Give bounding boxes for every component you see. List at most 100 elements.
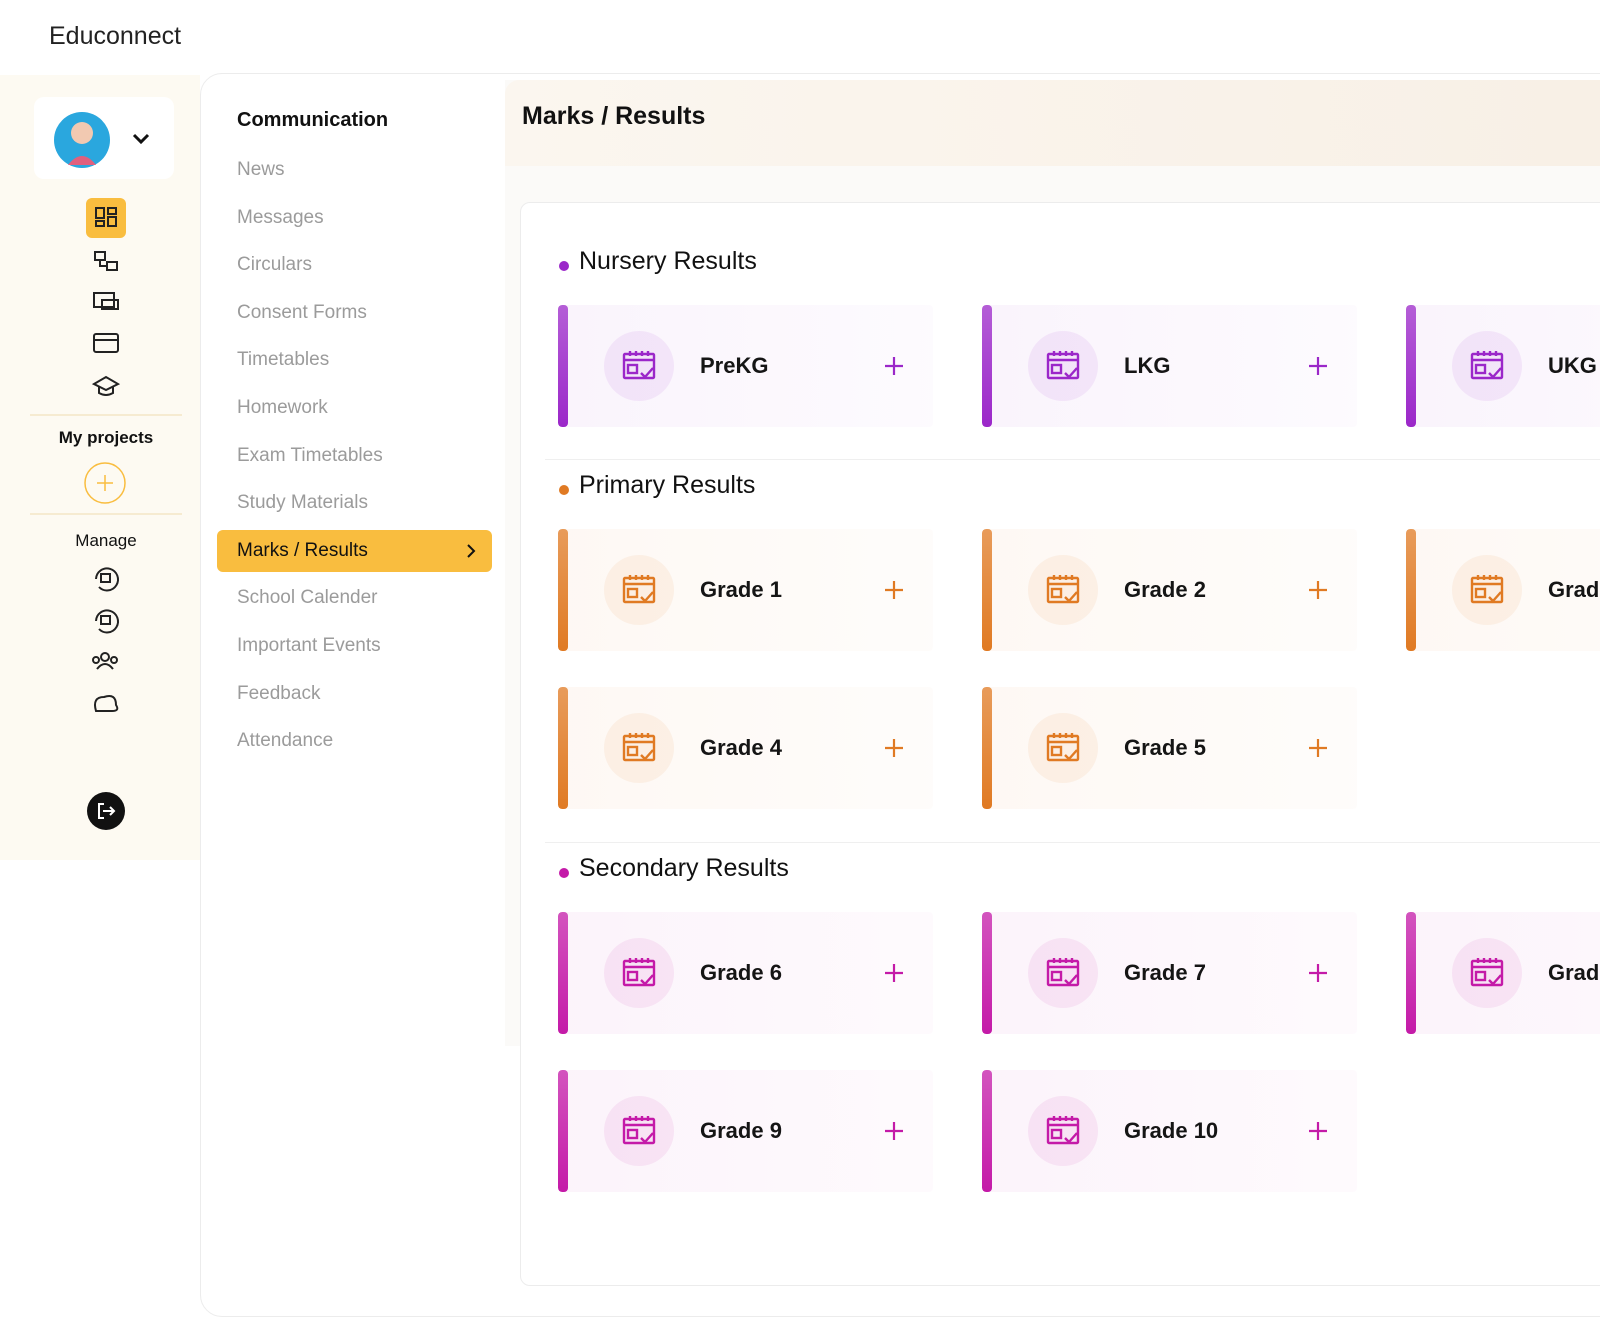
nav-item[interactable]: Circulars: [237, 254, 312, 276]
add-button[interactable]: [1308, 738, 1328, 758]
result-card[interactable]: Grade 5: [982, 687, 1357, 809]
card-accent: [1406, 912, 1416, 1034]
section-title: Nursery Results: [579, 247, 757, 275]
nav-item[interactable]: Attendance: [237, 730, 334, 752]
chevron: [467, 544, 476, 558]
nav-item[interactable]: Important Events: [237, 635, 381, 656]
result-card[interactable]: Grade 3: [1406, 529, 1600, 651]
card-label: Grade 7: [1124, 960, 1206, 985]
section-divider: [545, 459, 1600, 460]
avatar-face: [71, 122, 93, 144]
result-card[interactable]: Grade 1: [558, 529, 933, 651]
nav-item[interactable]: Exam Timetables: [237, 444, 383, 466]
content-card: Nursery Results PreKG LKG UKG Primary Result…: [520, 202, 1600, 1286]
nav-item-active[interactable]: [217, 530, 492, 572]
card-icon: [1452, 331, 1522, 401]
dashboard-icon[interactable]: [86, 198, 126, 238]
card-icon: [1028, 555, 1098, 625]
card-icon: [604, 938, 674, 1008]
nav-item[interactable]: School Calender: [237, 587, 378, 609]
card-accent: [982, 529, 992, 651]
sidebar-icons: [30, 97, 182, 830]
nav-item[interactable]: Timetables: [237, 349, 330, 371]
card-accent: [982, 1070, 992, 1192]
card-icon: [1028, 331, 1098, 401]
card-label: LKG: [1124, 353, 1171, 378]
card-label: Grade 5: [1124, 735, 1206, 760]
card-label: Grade 6: [700, 960, 782, 985]
card-icon: [604, 555, 674, 625]
result-card[interactable]: Grade 4: [558, 687, 933, 809]
card-label: Grade 10: [1124, 1118, 1219, 1143]
card-icon: [604, 331, 674, 401]
section-title: Secondary Results: [579, 854, 789, 882]
card-label: Grade 3: [1548, 577, 1600, 602]
card-accent: [558, 305, 568, 427]
card-accent: [558, 1070, 568, 1192]
logout-icon: [98, 803, 116, 819]
result-card[interactable]: Grade 6: [558, 912, 933, 1034]
add-button[interactable]: [1308, 1121, 1328, 1141]
avatar-body: [68, 156, 96, 165]
manage-label: Manage: [75, 531, 137, 550]
add-project-plus: [97, 475, 113, 491]
result-card[interactable]: UKG: [1406, 305, 1600, 427]
add-button[interactable]: [884, 963, 904, 983]
card-accent: [982, 912, 992, 1034]
result-card[interactable]: PreKG: [558, 305, 933, 427]
add-project[interactable]: [84, 462, 126, 504]
add-button[interactable]: [884, 580, 904, 600]
card-accent: [558, 687, 568, 809]
nav-item[interactable]: Messages: [237, 206, 324, 228]
nav-heading: Communication: [237, 109, 389, 131]
card-label: PreKG: [700, 353, 769, 378]
add-button[interactable]: [884, 1121, 904, 1141]
result-card[interactable]: Grade 2: [982, 529, 1357, 651]
card-label: Grade 8: [1548, 960, 1600, 985]
my-projects-label: My projects: [58, 428, 154, 447]
section-dot: [559, 868, 569, 878]
nav-item[interactable]: Homework: [237, 397, 328, 418]
card-icon: [1452, 938, 1522, 1008]
add-button[interactable]: [884, 738, 904, 758]
card-accent: [558, 912, 568, 1034]
nav-item[interactable]: Feedback: [237, 682, 321, 704]
section-dot: [559, 485, 569, 495]
card-icon: [1028, 713, 1098, 783]
icon-strokes: [91, 207, 121, 712]
nav-item[interactable]: News: [237, 159, 285, 180]
result-card[interactable]: Grade 9: [558, 1070, 933, 1192]
result-card[interactable]: LKG: [982, 305, 1357, 427]
section-dot: [559, 261, 569, 271]
section-title: Primary Results: [579, 471, 756, 499]
result-card[interactable]: Grade 10: [982, 1070, 1357, 1192]
card-accent: [982, 305, 992, 427]
card-icon: [1028, 938, 1098, 1008]
card-label: Grade 4: [700, 735, 782, 760]
add-button[interactable]: [1308, 356, 1328, 376]
card-label: Grade 2: [1124, 577, 1206, 602]
add-button[interactable]: [884, 356, 904, 376]
card-icon: [604, 713, 674, 783]
card-icon: [1452, 555, 1522, 625]
app-title: Educonnect: [49, 22, 182, 50]
section-divider: [545, 842, 1600, 843]
main-header: [505, 80, 1600, 166]
card-label: Grade 1: [700, 577, 782, 602]
add-button[interactable]: [1308, 580, 1328, 600]
card-icon: [604, 1096, 674, 1166]
card-label: UKG: [1548, 353, 1597, 378]
card-accent: [1406, 529, 1416, 651]
add-button[interactable]: [1308, 963, 1328, 983]
nav-item[interactable]: Study Materials: [237, 492, 368, 514]
dropdown-chevron[interactable]: [132, 133, 150, 145]
card-icon: [1028, 1096, 1098, 1166]
card-label: Grade 9: [700, 1118, 782, 1143]
nav-item[interactable]: Marks / Results: [237, 539, 368, 561]
result-card[interactable]: Grade 8: [1406, 912, 1600, 1034]
result-card[interactable]: Grade 7: [982, 912, 1357, 1034]
nav-item[interactable]: Consent Forms: [237, 301, 367, 323]
card-accent: [1406, 305, 1416, 427]
card-accent: [558, 529, 568, 651]
